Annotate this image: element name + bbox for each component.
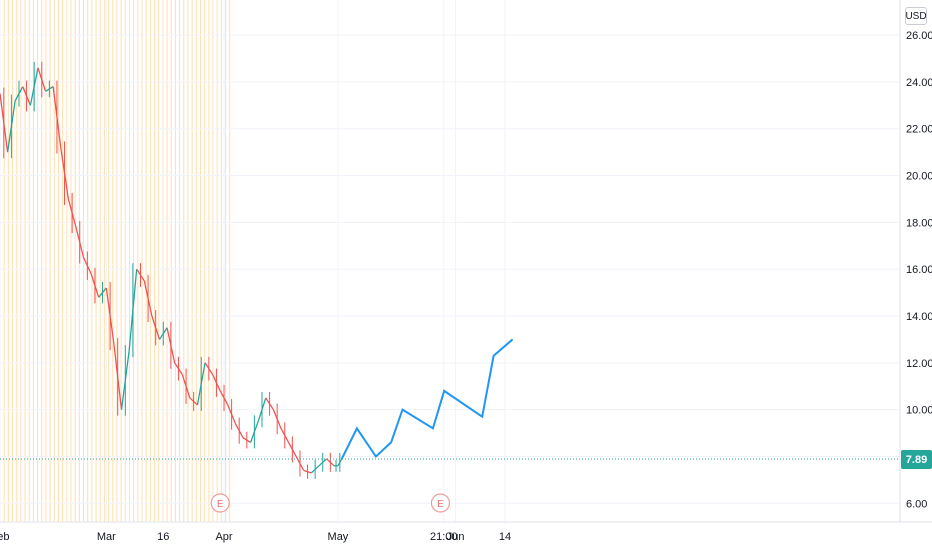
y-tick-label: 10.00 (906, 405, 932, 417)
earnings-marker-icon[interactable] (210, 493, 230, 513)
x-tick-label: 16 (157, 531, 169, 543)
earnings-marker-label: E (437, 499, 444, 510)
forecast-series (340, 338, 514, 460)
y-tick-label: 16.00 (906, 264, 932, 276)
currency-button[interactable]: USD (905, 7, 927, 25)
chart-grid (0, 0, 900, 522)
x-tick-label: Mar (97, 531, 116, 543)
last-price-label: 7.89 (901, 450, 932, 470)
earnings-marker-label: E (217, 499, 224, 510)
x-tick-label: Apr (215, 531, 232, 543)
x-tick-label: 14 (499, 531, 511, 543)
y-tick-label: 14.00 (906, 311, 932, 323)
forecast-line (340, 338, 514, 460)
y-tick-label: 12.00 (906, 358, 932, 370)
x-tick-label: Feb (0, 531, 9, 543)
earnings-marker-icon[interactable] (430, 493, 451, 513)
price-axis[interactable]: 6.008.0010.0012.0014.0016.0018.0020.0022… (906, 30, 932, 510)
y-tick-label: 22.00 (906, 124, 932, 136)
y-tick-label: 26.00 (906, 30, 932, 42)
y-tick-label: 20.00 (906, 171, 932, 183)
price-series (0, 61, 343, 479)
y-tick-label: 24.00 (906, 77, 932, 89)
y-tick-label: 18.00 (906, 217, 932, 229)
x-tick-label: 21:00 (430, 531, 458, 543)
x-tick-label: May (328, 531, 349, 543)
y-tick-label: 6.00 (906, 498, 927, 510)
x-tick-label: Jun (447, 531, 465, 543)
